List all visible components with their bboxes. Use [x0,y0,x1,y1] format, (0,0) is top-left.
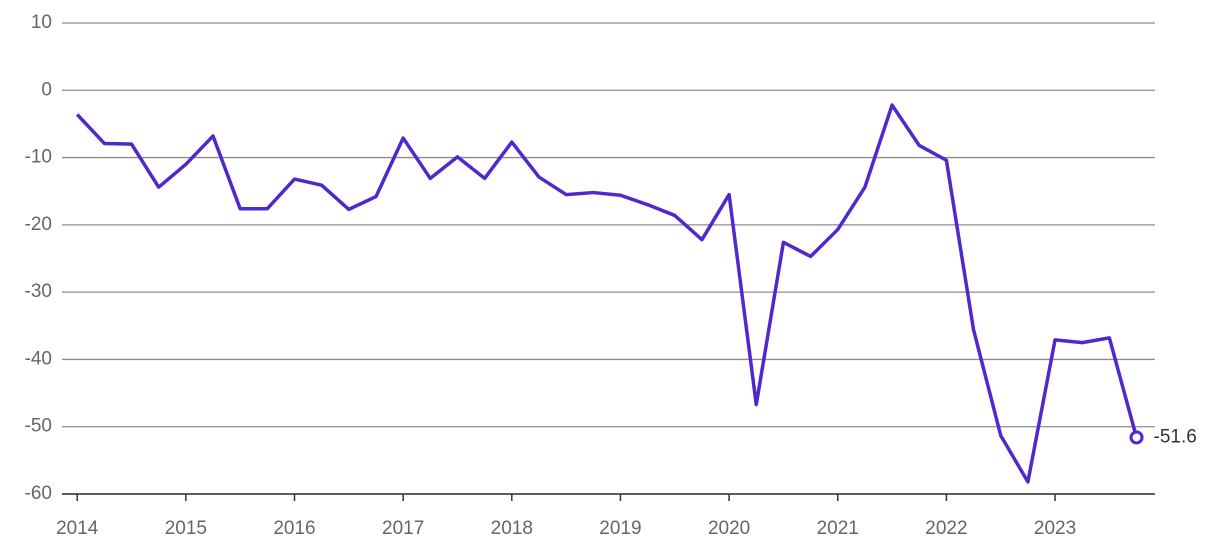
x-tick-label: 2015 [165,518,207,539]
x-tick-label: 2022 [925,518,967,539]
y-tick-label: -60 [25,483,52,504]
x-tick-label: 2019 [599,518,641,539]
x-tick-label: 2020 [708,518,750,539]
y-tick-label: 0 [41,79,52,100]
x-tick-label: 2018 [491,518,533,539]
x-tick-label: 2021 [817,518,859,539]
end-marker [1129,430,1144,445]
y-tick-label: -20 [25,214,52,235]
data-line [75,103,1139,484]
x-tick-label: 2014 [56,518,99,539]
y-tick-label: -10 [25,147,52,168]
x-tick-label: 2017 [382,518,424,539]
y-tick-label: -30 [25,281,52,302]
x-tick-label: 2016 [273,518,315,539]
y-tick-label: -40 [25,348,52,369]
value-label: -51.6 [1154,426,1197,447]
y-tick-label: -50 [25,416,52,437]
y-tick-label: 10 [31,12,52,33]
x-tick-label: 2023 [1034,518,1076,539]
